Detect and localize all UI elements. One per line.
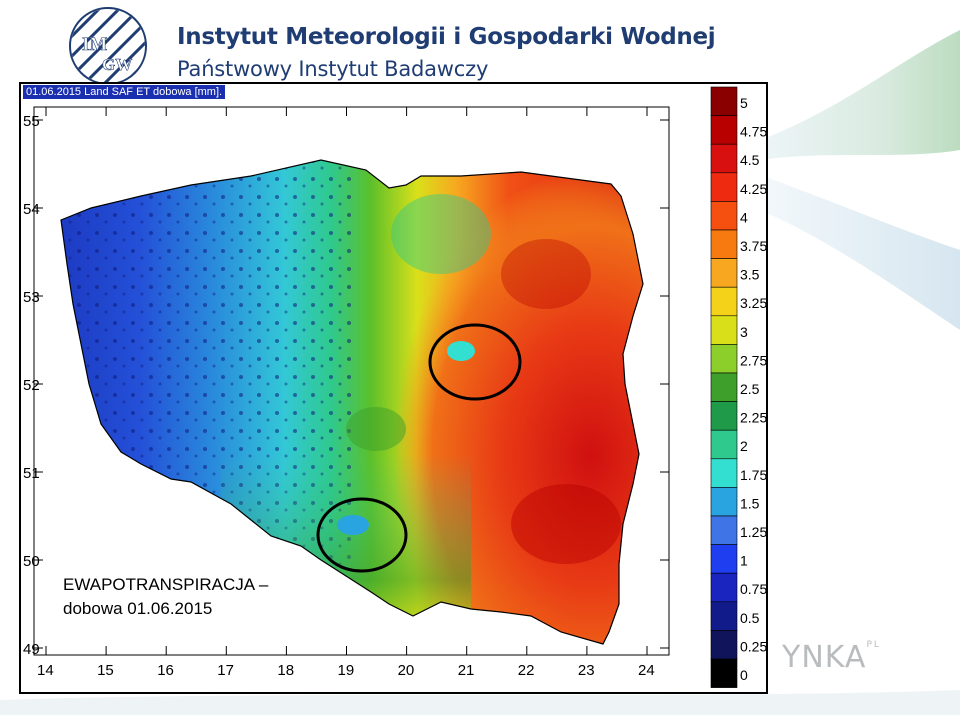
legend-swatch xyxy=(710,315,738,345)
svg-text:GW: GW xyxy=(102,55,132,74)
legend-swatch xyxy=(710,630,738,660)
x-tick-label: 21 xyxy=(458,662,475,679)
legend-label: 1 xyxy=(740,553,748,569)
institute-name: Instytut Meteorologii i Gospodarki Wodne… xyxy=(177,24,716,50)
x-tick-label: 23 xyxy=(578,662,595,679)
y-tick-label: 52 xyxy=(23,377,40,394)
map-caption-line2: dobowa 01.06.2015 xyxy=(63,599,212,618)
color-legend: 5 4.75 4.5 4.25 4 3.75 3.5 3.25 3 2.75 2.5 2.25 2 1.7… xyxy=(710,86,766,688)
legend-label: 1.5 xyxy=(740,495,760,511)
legend-swatch xyxy=(710,372,738,402)
legend-label: 2.5 xyxy=(740,381,760,397)
x-tick-label: 15 xyxy=(97,662,114,679)
legend-label: 4 xyxy=(740,209,748,225)
legend-label: 1.75 xyxy=(740,467,766,483)
legend-label: 2.25 xyxy=(740,410,766,426)
svg-text:IM: IM xyxy=(82,34,107,55)
legend-label: 1.25 xyxy=(740,524,766,540)
highlight-circle-warsaw xyxy=(428,323,522,401)
x-tick-label: 14 xyxy=(37,662,54,679)
imgw-logo: IM GW xyxy=(69,7,147,85)
x-tick-label: 17 xyxy=(217,662,234,679)
legend-swatch xyxy=(710,487,738,517)
legend-swatch xyxy=(710,258,738,288)
legend-label: 2 xyxy=(740,438,748,454)
legend-label: 4.75 xyxy=(740,124,766,140)
legend-label: 4.25 xyxy=(740,181,766,197)
map-header-label: 01.06.2015 Land SAF ET dobowa [mm]. xyxy=(23,85,226,99)
y-tick-label: 51 xyxy=(23,465,40,482)
legend-swatch xyxy=(710,229,738,259)
legend-swatch xyxy=(710,86,738,116)
legend-label: 4.5 xyxy=(740,152,760,168)
legend-swatch xyxy=(710,344,738,374)
legend-label: 3.75 xyxy=(740,238,766,254)
legend-label: 3 xyxy=(740,324,748,340)
y-tick-label: 54 xyxy=(23,201,40,218)
x-tick-label: 24 xyxy=(638,662,655,679)
legend-label: 0.25 xyxy=(740,638,766,654)
legend-swatch xyxy=(710,115,738,145)
legend-swatch xyxy=(710,429,738,460)
x-tick-label: 16 xyxy=(157,662,174,679)
legend-swatch xyxy=(710,515,738,545)
map-caption-line1: EWAPOTRANSPIRACJA – xyxy=(63,575,269,594)
legend-swatch xyxy=(710,601,738,631)
x-tick-label: 19 xyxy=(338,662,355,679)
legend-swatch xyxy=(710,572,738,603)
x-tick-label: 18 xyxy=(277,662,294,679)
x-tick-label: 22 xyxy=(518,662,535,679)
legend-swatch xyxy=(710,544,738,574)
legend-swatch xyxy=(710,286,738,317)
legend-label: 5 xyxy=(740,95,748,111)
y-tick-label: 50 xyxy=(23,553,40,570)
y-tick-label: 55 xyxy=(23,113,40,130)
bottom-swoosh xyxy=(0,690,960,715)
highlight-circle-krakow xyxy=(316,497,408,573)
legend-label: 3.5 xyxy=(740,267,760,283)
y-tick-label: 49 xyxy=(23,641,40,658)
y-axis: 55 54 53 52 51 50 49 xyxy=(23,113,669,658)
watermark: YNKAPL xyxy=(782,640,881,675)
legend-label: 0.5 xyxy=(740,610,760,626)
legend-swatch xyxy=(710,401,738,431)
legend-label: 0 xyxy=(740,667,748,683)
legend-swatch xyxy=(710,201,738,231)
legend-swatch xyxy=(710,658,738,688)
green-swoosh xyxy=(760,30,960,160)
legend-label: 3.25 xyxy=(740,295,766,311)
y-tick-label: 53 xyxy=(23,289,40,306)
legend-label: 0.75 xyxy=(740,581,766,597)
legend-swatch xyxy=(710,458,738,488)
legend-swatch xyxy=(710,172,738,202)
blue-swoosh xyxy=(760,175,960,330)
legend-swatch xyxy=(710,143,738,174)
x-axis: 14 15 16 17 18 19 20 21 22 23 24 xyxy=(37,107,655,679)
institute-subtitle: Państwowy Instytut Badawczy xyxy=(177,57,489,81)
legend-label: 2.75 xyxy=(740,352,766,368)
map-figure: 55 54 53 52 51 50 49 14 15 16 17 18 19 20 21 22 23 24 EW… xyxy=(19,82,768,694)
x-tick-label: 20 xyxy=(398,662,415,679)
